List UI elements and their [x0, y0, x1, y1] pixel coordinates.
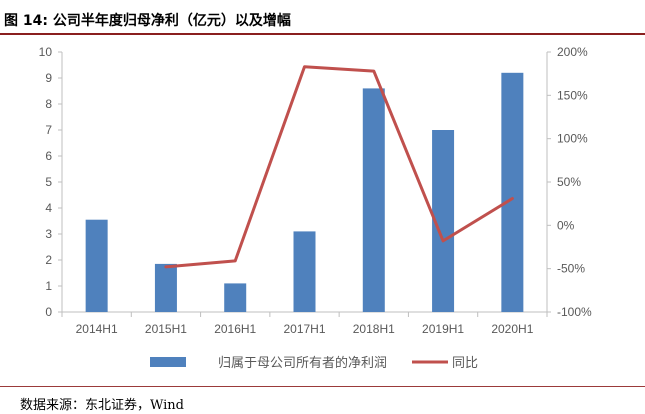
right-tick-label: 0%	[557, 218, 575, 232]
right-tick-label: 100%	[557, 132, 588, 146]
x-tick-label: 2015H1	[145, 322, 187, 336]
right-tick-label: 150%	[557, 88, 588, 102]
right-tick-label: -100%	[557, 305, 592, 319]
bottom-rule	[0, 386, 645, 387]
left-tick-label: 8	[45, 97, 52, 111]
left-tick-label: 2	[45, 253, 52, 267]
bar	[501, 72, 524, 312]
right-tick-label: 200%	[557, 45, 588, 59]
bar	[362, 88, 385, 313]
left-tick-label: 7	[45, 123, 52, 137]
source-note: 数据来源：东北证券，Wind	[20, 398, 184, 413]
yoy-line	[164, 65, 514, 269]
x-tick-label: 2020H1	[491, 322, 533, 336]
left-tick-label: 3	[45, 227, 52, 241]
right-tick-label: 50%	[557, 175, 581, 189]
legend-label-line: 同比	[452, 356, 478, 371]
x-tick-label: 2016H1	[214, 322, 256, 336]
left-tick-label: 10	[39, 45, 53, 59]
x-tick-label: 2014H1	[76, 322, 118, 336]
bar	[432, 130, 455, 312]
x-tick-label: 2018H1	[353, 322, 395, 336]
bar	[224, 283, 247, 312]
bar	[293, 231, 316, 312]
bar	[85, 219, 108, 312]
x-tick-label: 2019H1	[422, 322, 464, 336]
top-rule	[0, 33, 645, 35]
legend-label-bar: 归属于母公司所有者的净利润	[218, 355, 387, 371]
figure-title: 图 14: 公司半年度归母净利（亿元）以及增幅	[4, 13, 291, 29]
left-tick-label: 1	[45, 279, 52, 293]
left-tick-label: 9	[45, 71, 52, 85]
bar	[154, 263, 177, 312]
left-tick-label: 4	[45, 201, 52, 215]
right-tick-label: -50%	[557, 262, 585, 276]
left-tick-label: 0	[45, 305, 52, 319]
x-tick-label: 2017H1	[283, 322, 325, 336]
legend-swatch-bar	[150, 357, 186, 367]
left-tick-label: 6	[45, 149, 52, 163]
left-tick-label: 5	[45, 175, 52, 189]
